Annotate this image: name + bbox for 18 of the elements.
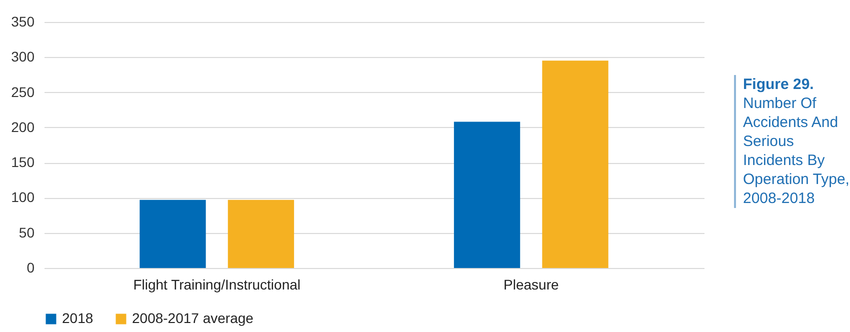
legend-label: 2008-2017 average — [132, 310, 254, 326]
y-tick-label: 300 — [11, 48, 35, 65]
bar — [542, 60, 608, 268]
y-tick-label: 150 — [11, 154, 35, 170]
bar — [228, 200, 294, 268]
y-tick-label: 50 — [18, 224, 35, 240]
bar — [454, 122, 520, 268]
text: Figure 29. — [743, 75, 815, 94]
y-tick-label: 350 — [11, 14, 35, 30]
y-tick-label: 0 — [26, 260, 35, 276]
x-tick-label: Flight Training/Instructional — [133, 276, 301, 292]
text: Number Of Accidents And Serious Incidents By Operation Type, 2008-2018 — [743, 95, 850, 207]
bar — [140, 200, 206, 268]
legend-label: 2018 — [62, 310, 94, 326]
y-tick-label: 100 — [11, 189, 35, 206]
y-tick-label: 250 — [11, 84, 35, 100]
y-tick-label: 200 — [11, 118, 35, 135]
x-tick-label: Pleasure — [504, 276, 559, 292]
